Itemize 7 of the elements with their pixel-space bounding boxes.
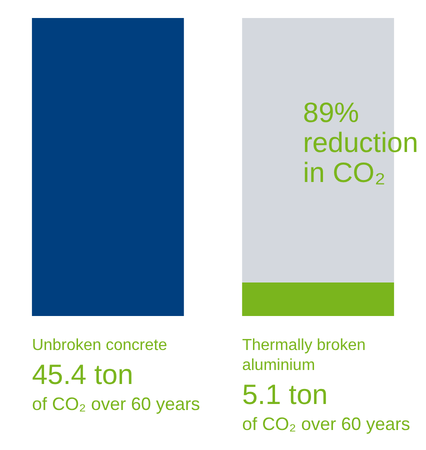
- data-label: 45.4 ton: [32, 359, 134, 390]
- annotation: 89% reduction in CO₂: [303, 97, 418, 188]
- data-label: 5.1 ton: [242, 379, 328, 410]
- x-tick-label: Thermally broken aluminium: [242, 337, 366, 374]
- x-tick-label: Unbroken concrete: [32, 337, 168, 354]
- text: of CO₂ over 60 years: [242, 414, 410, 434]
- text: of CO₂ over 60 years: [32, 394, 200, 414]
